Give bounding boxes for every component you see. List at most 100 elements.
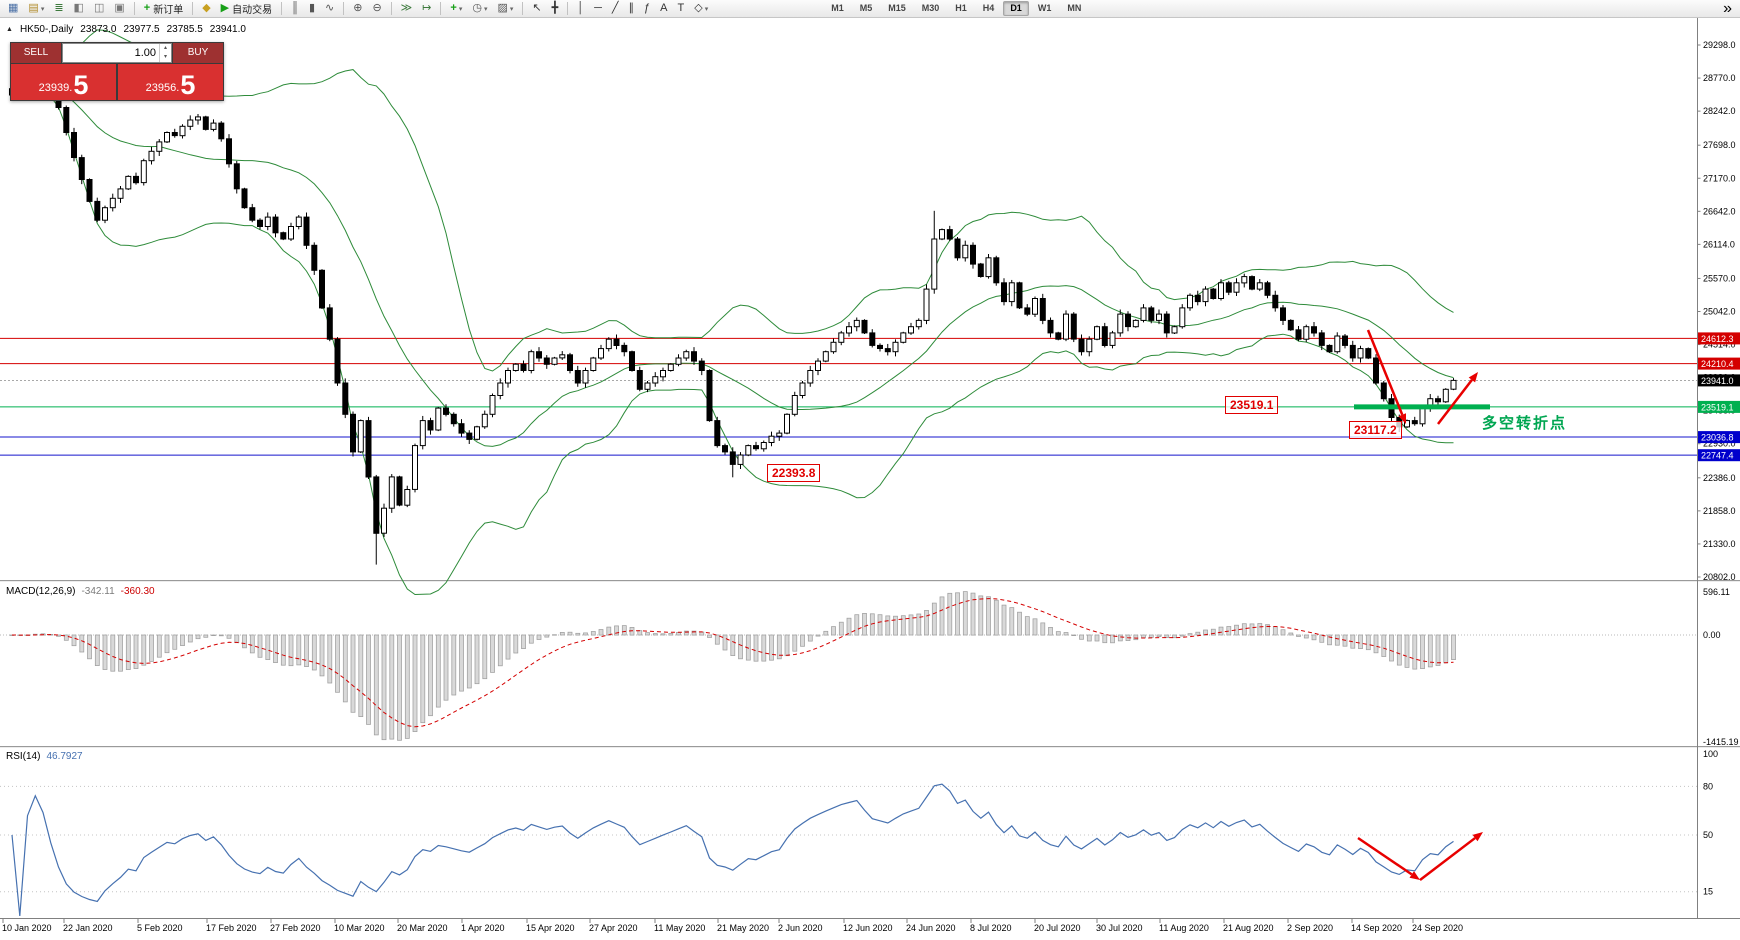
metaeditor-icon[interactable]: ◆ [202,2,211,14]
macd-histogram [9,591,1456,741]
annotation-price-23117[interactable]: 23117.2 [1349,421,1402,439]
svg-text:11 May 2020: 11 May 2020 [654,923,705,933]
one-click-trading-panel: SELL 1.00 ▴ ▾ BUY 23939. 5 23956. 5 [10,42,224,101]
horizontal-level-lines [0,337,1697,456]
zoom-out-icon[interactable]: ⊖ [372,2,382,14]
time-axis[interactable] [0,918,1697,940]
svg-text:2 Sep 2020: 2 Sep 2020 [1287,923,1333,933]
svg-text:28242.0: 28242.0 [1703,106,1736,116]
main-toolbar: ▦ ▤ ▾ ≣ ◧ ◫ ▣ + 新订单 ◆ ▶ 自动交易 ║ ▮ ∿ ⊕ ⊖ ≫ ↦ + ▾ ◷ ▾ ▨ ▾ ↖ ╋ │ ─ ╱ ∥ ƒ A T ◇… [0,0,1740,18]
sell-price-big-digit: 5 [73,70,89,100]
timeframe-h1[interactable]: H1 [955,3,967,13]
data-window-icon[interactable]: ◧ [73,2,84,14]
svg-text:22930.0: 22930.0 [1703,439,1736,449]
dropdown-caret-icon[interactable]: ▾ [40,5,45,13]
text-icon[interactable]: A [660,2,668,14]
annotation-price-23519[interactable]: 23519.1 [1225,396,1279,414]
macd-panel-splitter[interactable] [0,578,1697,582]
timeframe-h4[interactable]: H4 [982,3,995,13]
ohlc-open: 23873.0 [80,24,117,35]
vertical-line-icon[interactable]: │ [577,2,585,14]
svg-text:29298.0: 29298.0 [1703,40,1736,50]
timeframe-mn[interactable]: MN [1067,3,1082,13]
svg-text:24612.3: 24612.3 [1701,334,1734,344]
svg-text:0.00: 0.00 [1703,630,1721,640]
timeframe-w1[interactable]: W1 [1037,3,1052,13]
buy-button[interactable]: BUY [173,43,223,63]
profiles-icon[interactable]: ▤ ▾ [28,2,45,14]
macd-main-value: -342.11 [81,586,115,597]
price-axis[interactable] [1697,18,1740,918]
chart-canvas[interactable]: 29298.0 28770.0 28242.0 27698.0 27170.0 26642… [0,18,1740,940]
annotation-turning-point-note[interactable]: 多空转折点 [1482,415,1568,432]
svg-text:27170.0: 27170.0 [1703,173,1736,183]
navigator-icon[interactable]: ◫ [93,2,105,14]
line-chart-icon[interactable]: ∿ [325,2,335,14]
fibonacci-icon[interactable]: ƒ [644,2,651,14]
svg-text:100: 100 [1703,749,1718,759]
volume-increment-button[interactable]: ▴ [163,45,167,51]
svg-text:24 Jun 2020: 24 Jun 2020 [906,923,956,933]
svg-text:596.11: 596.11 [1703,587,1730,597]
dropdown-caret-icon[interactable]: ▾ [704,5,709,13]
templates-icon[interactable]: ▨ ▾ [497,2,514,14]
timeframe-m5[interactable]: M5 [859,3,873,13]
dropdown-caret-icon[interactable]: ▾ [509,5,514,13]
rsi-label: RSI(14) [6,751,41,762]
toolbar-separator [281,2,283,15]
annotation-price-22393[interactable]: 22393.8 [767,464,821,482]
indicators-icon[interactable]: + ▾ [450,2,463,14]
toolbar-overflow-button[interactable]: » [1723,0,1732,17]
svg-text:25042.0: 25042.0 [1703,307,1736,317]
crosshair-icon[interactable]: ╋ [551,2,559,14]
sell-button[interactable]: SELL [11,43,61,63]
time-axis-labels: 10 Jan 2020 22 Jan 2020 5 Feb 2020 17 Feb 2… [2,919,1463,933]
sell-price-button[interactable]: 23939. 5 [11,64,116,100]
one-click-collapse-toggle[interactable]: ▲ [6,26,13,33]
zoom-in-icon[interactable]: ⊕ [353,2,363,14]
shapes-icon[interactable]: ◇ ▾ [694,2,709,14]
svg-text:26114.0: 26114.0 [1703,239,1735,249]
rsi-header: RSI(14) 46.7927 [6,751,83,762]
auto-scroll-icon[interactable]: ≫ [400,2,413,14]
toolbar-separator [133,2,135,15]
dropdown-caret-icon[interactable]: ▾ [458,5,463,13]
terminal-icon[interactable]: ▣ [114,2,125,14]
drawn-arrows[interactable] [1357,329,1483,881]
timeframe-m15[interactable]: M15 [888,3,906,13]
svg-text:21330.0: 21330.0 [1703,539,1736,549]
dropdown-caret-icon[interactable]: ▾ [483,5,488,13]
market-watch-icon[interactable]: ≣ [54,2,64,14]
candlestick-chart-icon[interactable]: ▮ [308,2,315,14]
volume-value[interactable]: 1.00 [134,47,156,59]
text-label-icon[interactable]: T [677,2,685,14]
svg-text:14 Sep 2020: 14 Sep 2020 [1351,923,1402,933]
svg-text:24210.4: 24210.4 [1701,359,1734,369]
symbol-header: ▲ HK50-,Daily 23873.0 23977.5 23785.5 23… [6,24,246,35]
volume-field[interactable]: 1.00 ▴ ▾ [62,43,172,63]
periods-icon[interactable]: ◷ ▾ [472,2,488,14]
volume-decrement-button[interactable]: ▾ [163,54,167,60]
new-chart-icon[interactable]: ▦ [8,2,19,14]
cursor-icon[interactable]: ↖ [532,2,542,14]
svg-text:15 Apr 2020: 15 Apr 2020 [526,923,575,933]
bar-chart-icon[interactable]: ║ [291,2,299,14]
horizontal-line-icon[interactable]: ─ [594,2,602,14]
trendline-icon[interactable]: ╱ [611,2,619,14]
svg-text:15: 15 [1703,887,1713,897]
timeframe-m30[interactable]: M30 [921,3,940,13]
svg-text:26642.0: 26642.0 [1703,206,1736,216]
toolbar-separator [390,2,392,15]
buy-price-button[interactable]: 23956. 5 [118,64,223,100]
chart-window[interactable]: 29298.0 28770.0 28242.0 27698.0 27170.0 26642… [0,18,1740,940]
rsi-panel-splitter[interactable] [0,744,1697,748]
new-order-button[interactable]: + 新订单 [143,2,184,16]
autotrading-button[interactable]: ▶ 自动交易 [220,2,273,16]
chart-shift-icon[interactable]: ↦ [422,2,432,14]
timeframe-d1[interactable]: D1 [1003,1,1029,16]
svg-text:22 Jan 2020: 22 Jan 2020 [63,923,113,933]
svg-text:27 Apr 2020: 27 Apr 2020 [589,923,638,933]
rsi-value: 46.7927 [46,751,83,762]
timeframe-m1[interactable]: M1 [831,3,844,13]
channel-icon[interactable]: ∥ [628,2,635,14]
